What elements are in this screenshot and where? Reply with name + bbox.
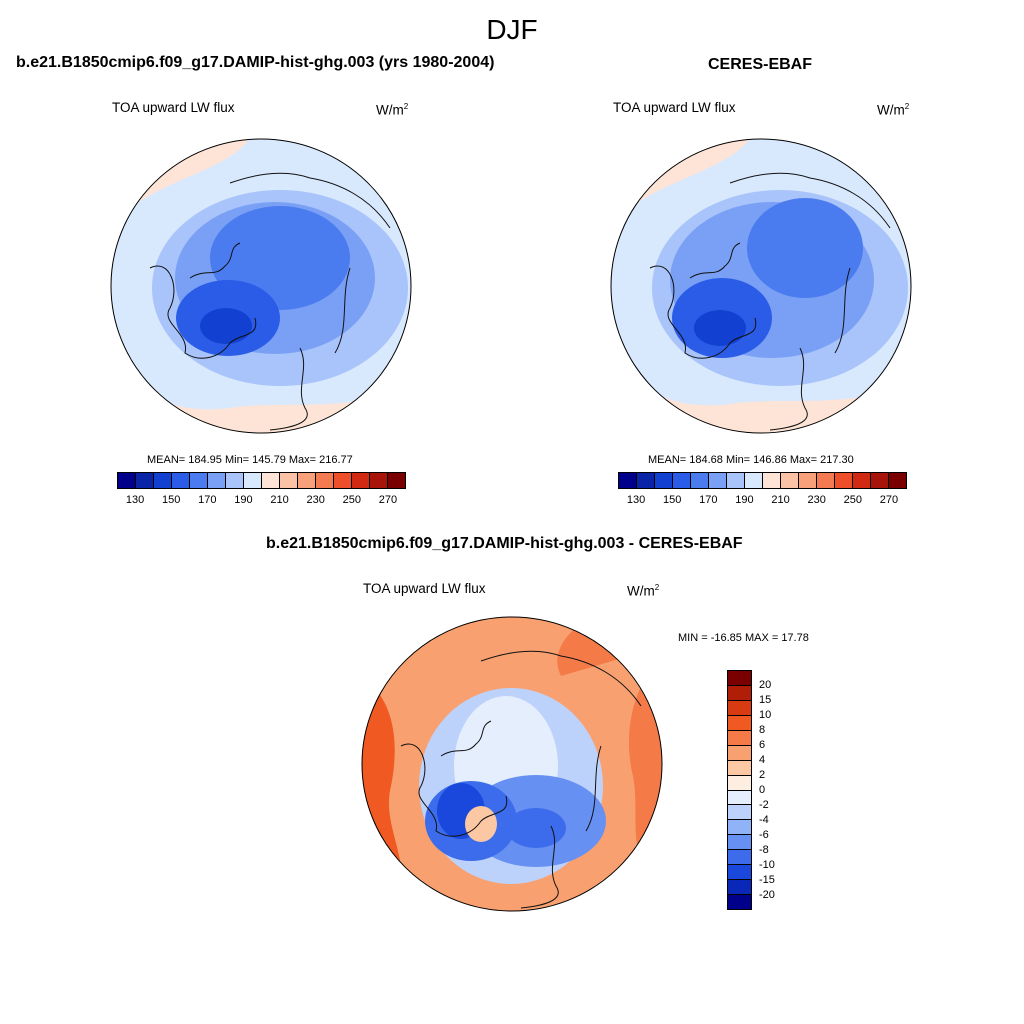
colorbar-swatch [817, 473, 835, 488]
colorbar-swatch [728, 880, 751, 896]
colorbar-swatch [728, 685, 751, 701]
colorbar-tick-label: -2 [759, 799, 769, 811]
colorbar-swatch [781, 473, 799, 488]
map-left [110, 138, 412, 434]
colorbar-swatch [154, 473, 172, 488]
colorbar-tick-label: 8 [759, 724, 766, 736]
diff-panel-stats: MIN = -16.85 MAX = 17.78 [678, 632, 809, 644]
panel-right-title: CERES-EBAF [708, 56, 813, 73]
diff-panel-unit: W/m2 [627, 583, 660, 599]
colorbar-swatch [728, 775, 751, 791]
colorbar-tick-label: 6 [759, 739, 766, 751]
colorbar-tick-label: 150 [162, 494, 181, 506]
colorbar-swatch [853, 473, 871, 488]
colorbar-tick-label: 170 [699, 494, 718, 506]
panel-right-stats: MEAN= 184.68 Min= 146.86 Max= 217.30 [648, 454, 854, 466]
colorbar-swatch [728, 700, 751, 716]
panel-left-title: b.e21.B1850cmip6.f09_g17.DAMIP-hist-ghg.… [16, 54, 495, 71]
panel-right-unit: W/m2 [877, 102, 910, 118]
colorbar-tick-label: -15 [759, 874, 775, 886]
colorbar-tick-label: 10 [759, 709, 772, 721]
colorbar-tick-label: 130 [125, 494, 145, 506]
colorbar-swatch [370, 473, 388, 488]
colorbar-tick-label: -4 [759, 814, 769, 826]
colorbar-swatch [655, 473, 673, 488]
colorbar-tick-label: 190 [234, 494, 253, 506]
colorbar-swatch [728, 790, 751, 806]
colorbar-tick-label: 0 [759, 784, 766, 796]
colorbar-swatch [226, 473, 244, 488]
panel-left-stats: MEAN= 184.95 Min= 145.79 Max= 216.77 [147, 454, 353, 466]
colorbar-swatch [799, 473, 817, 488]
colorbar-swatch [637, 473, 655, 488]
colorbar-tick-label: 210 [270, 494, 289, 506]
colorbar-swatch [728, 805, 751, 821]
panel-left-variable: TOA upward LW flux [112, 100, 235, 115]
colorbar-swatch [728, 671, 751, 686]
colorbar-swatch [691, 473, 709, 488]
colorbar-swatch [727, 473, 745, 488]
colorbar-swatch [334, 473, 352, 488]
colorbar-tick-label: 130 [626, 494, 646, 506]
colorbar-swatch [728, 865, 751, 881]
season-title: DJF [486, 14, 538, 45]
colorbar-tick-label: 15 [759, 694, 772, 706]
colorbar-right [618, 472, 907, 489]
colorbar-swatch [262, 473, 280, 488]
colorbar-tick-label: -8 [759, 844, 769, 856]
colorbar-swatch [889, 473, 906, 488]
map-right [610, 138, 912, 434]
colorbar-swatch [728, 760, 751, 776]
colorbar-tick-label: 2 [759, 769, 766, 781]
colorbar-swatch [728, 730, 751, 746]
colorbar-swatch [208, 473, 226, 488]
colorbar-swatch [728, 715, 751, 731]
colorbar-swatch [352, 473, 370, 488]
colorbar-swatch [244, 473, 262, 488]
colorbar-difference-ticks: 20 15 10 8 6 4 2 0 -2 -4 -6 -8 -10 -15 -20 [759, 670, 799, 910]
colorbar-swatch [728, 895, 751, 909]
colorbar-swatch [871, 473, 889, 488]
colorbar-swatch [728, 745, 751, 761]
colorbar-swatch [388, 473, 405, 488]
colorbar-tick-label: -20 [759, 889, 775, 901]
colorbar-swatch [118, 473, 136, 488]
colorbar-swatch [745, 473, 763, 488]
colorbar-swatch [316, 473, 334, 488]
colorbar-swatch [280, 473, 298, 488]
colorbar-swatch [172, 473, 190, 488]
colorbar-tick-label: 230 [807, 494, 826, 506]
colorbar-swatch [728, 820, 751, 836]
panel-left-unit: W/m2 [376, 102, 409, 118]
colorbar-swatch [190, 473, 208, 488]
colorbar-tick-label: 150 [663, 494, 682, 506]
colorbar-swatch [763, 473, 781, 488]
colorbar-tick-label: 270 [879, 494, 899, 506]
panel-right-variable: TOA upward LW flux [613, 100, 736, 115]
colorbar-swatch [709, 473, 727, 488]
colorbar-tick-label: 170 [198, 494, 217, 506]
colorbar-tick-label: 250 [342, 494, 361, 506]
diff-panel-variable: TOA upward LW flux [363, 581, 486, 596]
colorbar-swatch [136, 473, 154, 488]
colorbar-tick-label: -10 [759, 859, 775, 871]
colorbar-tick-label: 190 [735, 494, 754, 506]
colorbar-tick-label: 230 [306, 494, 325, 506]
colorbar-swatch [728, 850, 751, 866]
colorbar-swatch [619, 473, 637, 488]
colorbar-difference [727, 670, 752, 910]
colorbar-tick-label: 270 [378, 494, 398, 506]
colorbar-swatch [673, 473, 691, 488]
colorbar-tick-label: 20 [759, 679, 772, 691]
colorbar-swatch [835, 473, 853, 488]
map-difference [361, 616, 663, 912]
diff-panel-title: b.e21.B1850cmip6.f09_g17.DAMIP-hist-ghg.… [266, 535, 743, 552]
colorbar-swatch [728, 835, 751, 851]
colorbar-tick-label: 4 [759, 754, 766, 766]
colorbar-tick-label: 250 [843, 494, 862, 506]
colorbar-tick-label: -6 [759, 829, 769, 841]
colorbar-left [117, 472, 406, 489]
colorbar-swatch [298, 473, 316, 488]
colorbar-tick-label: 210 [771, 494, 790, 506]
